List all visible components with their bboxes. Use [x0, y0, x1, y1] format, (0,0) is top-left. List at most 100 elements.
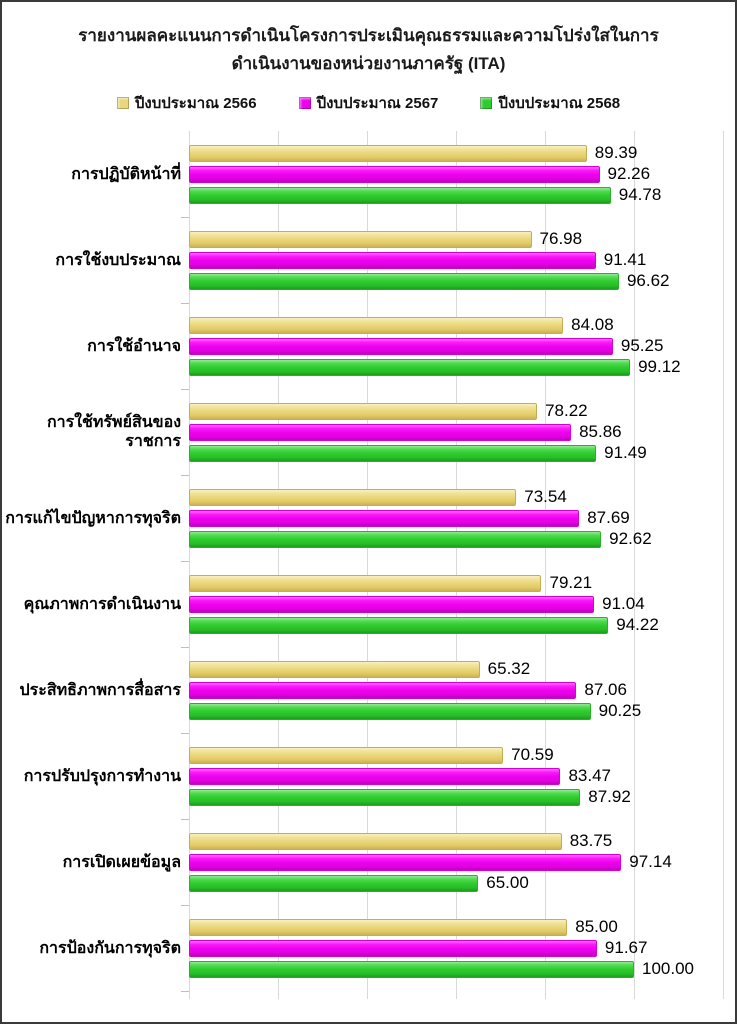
category-row: การป้องกันการทุจริต 85.00 91.67 100.00 — [2, 905, 735, 993]
legend-label: ปีงบประมาณ 2566 — [134, 95, 257, 113]
legend-item-2: ปีงบประมาณ 2567 — [298, 91, 439, 115]
bar-ปีงบประมาณ 2566-การปฏิบัติหน้าที่: 89.39 — [189, 143, 637, 162]
bar-value-label: 90.25 — [598, 701, 642, 721]
bar-ปีงบประมาณ 2567-การปรับปรุงการทำงาน: 83.47 — [189, 766, 611, 785]
bar-value-label: 76.98 — [539, 229, 583, 249]
bar-ปีงบประมาณ 2568-การเปิดเผยข้อมูล: 65.00 — [189, 873, 529, 892]
category-bars: 85.00 91.67 100.00 — [189, 917, 723, 978]
bar-value-label: 92.26 — [607, 164, 651, 184]
category-row: การใช้งบประมาณ 76.98 91.41 96.62 — [2, 217, 735, 305]
category-label: ประสิทธิภาพการสื่อสาร — [19, 681, 181, 699]
category-row: การปรับปรุงการทำงาน 70.59 83.47 87.92 — [2, 733, 735, 821]
bar-value-label: 73.54 — [524, 487, 567, 507]
bar-value-label: 65.00 — [486, 873, 529, 893]
legend-item-3: ปีงบประมาณ 2568 — [480, 91, 620, 115]
category-label: การป้องกันการทุจริต — [39, 939, 181, 957]
category-label: การแก้ไขปัญหาการทุจริต — [5, 509, 181, 527]
bar-ปีงบประมาณ 2568-การแก้ไขปัญหาการทุจริต: 92.62 — [189, 529, 652, 548]
bar-value-label: 84.08 — [571, 315, 614, 335]
bar-ปีงบประมาณ 2567-ประสิทธิภาพการสื่อสาร: 87.06 — [189, 680, 627, 699]
bar-value-label: 94.78 — [618, 185, 662, 205]
bar-ปีงบประมาณ 2566-ประสิทธิภาพการสื่อสาร: 65.32 — [189, 659, 530, 678]
bar-value-label: 100.00 — [642, 959, 694, 979]
bar-value-label: 92.62 — [609, 529, 652, 549]
bar-value-label: 87.92 — [588, 787, 631, 807]
bar-value-label: 89.39 — [594, 143, 638, 163]
category-label: การใช้ทรัพย์สินของราชการ — [46, 413, 181, 451]
chart-title: รายงานผลคะแนนการดำเนินโครงการประเมินคุณธ… — [2, 22, 735, 78]
chart-rows: การปฏิบัติหน้าที่ 89.39 92.26 94.78 การใช้งบ… — [2, 131, 735, 993]
legend-label: ปีงบประมาณ 2568 — [498, 95, 621, 113]
bar-value-label: 87.06 — [584, 680, 627, 700]
legend-swatch-icon — [298, 97, 311, 110]
bar-value-label: 91.41 — [603, 250, 647, 270]
chart-title-line-2: ดำเนินงานของหน่วยงานภาครัฐ (ITA) — [231, 54, 506, 74]
category-row: การเปิดเผยข้อมูล 83.75 97.14 65.00 — [2, 819, 735, 907]
bar-ปีงบประมาณ 2568-การป้องกันการทุจริต: 100.00 — [189, 959, 694, 978]
legend: ปีงบประมาณ 2566 ปีงบประมาณ 2567 ปีงบประมาณ… — [2, 91, 735, 115]
bar-value-label: 70.59 — [511, 745, 554, 765]
category-bars: 78.22 85.86 91.49 — [189, 401, 723, 462]
category-row: การใช้อำนาจ 84.08 95.25 99.12 — [2, 303, 735, 391]
category-bars: 89.39 92.26 94.78 — [189, 143, 723, 204]
bar-ปีงบประมาณ 2566-การใช้ทรัพย์สินของราชการ: 78.22 — [189, 401, 588, 420]
bar-ปีงบประมาณ 2568-การใช้ทรัพย์สินของราชการ: 91.49 — [189, 443, 647, 462]
bar-value-label: 91.67 — [604, 938, 648, 958]
category-label: การปฏิบัติหน้าที่ — [71, 165, 181, 183]
category-label: การปรับปรุงการทำงาน — [23, 767, 181, 785]
bar-ปีงบประมาณ 2568-คุณภาพการดำเนินงาน: 94.22 — [189, 615, 659, 634]
bar-ปีงบประมาณ 2566-คุณภาพการดำเนินงาน: 79.21 — [189, 573, 592, 592]
category-label: การใช้อำนาจ — [87, 337, 181, 355]
category-label: การเปิดเผยข้อมูล — [62, 853, 181, 871]
bar-value-label: 91.49 — [604, 443, 647, 463]
bar-value-label: 91.04 — [602, 594, 645, 614]
bar-value-label: 79.21 — [549, 573, 593, 593]
bar-value-label: 95.25 — [620, 336, 664, 356]
bar-value-label: 94.22 — [616, 615, 659, 635]
category-bars: 76.98 91.41 96.62 — [189, 229, 723, 290]
category-bars: 73.54 87.69 92.62 — [189, 487, 723, 548]
category-bars: 84.08 95.25 99.12 — [189, 315, 723, 376]
category-row: การแก้ไขปัญหาการทุจริต 73.54 87.69 92.62 — [2, 475, 735, 563]
bar-ปีงบประมาณ 2567-การแก้ไขปัญหาการทุจริต: 87.69 — [189, 508, 630, 527]
category-row: ประสิทธิภาพการสื่อสาร 65.32 87.06 90.25 — [2, 647, 735, 735]
bar-ปีงบประมาณ 2568-ประสิทธิภาพการสื่อสาร: 90.25 — [189, 701, 641, 720]
bar-value-label: 85.86 — [579, 422, 622, 442]
bar-value-label: 87.69 — [587, 508, 630, 528]
bar-ปีงบประมาณ 2566-การแก้ไขปัญหาการทุจริต: 73.54 — [189, 487, 567, 506]
bar-value-label: 85.00 — [575, 917, 618, 937]
legend-label: ปีงบประมาณ 2567 — [316, 95, 439, 113]
bar-ปีงบประมาณ 2568-การใช้งบประมาณ: 96.62 — [189, 271, 670, 290]
category-row: การปฏิบัติหน้าที่ 89.39 92.26 94.78 — [2, 131, 735, 219]
category-bars: 70.59 83.47 87.92 — [189, 745, 723, 806]
bar-ปีงบประมาณ 2567-การปฏิบัติหน้าที่: 92.26 — [189, 164, 650, 183]
bar-ปีงบประมาณ 2568-การปฏิบัติหน้าที่: 94.78 — [189, 185, 661, 204]
bar-value-label: 78.22 — [545, 401, 588, 421]
category-row: คุณภาพการดำเนินงาน 79.21 91.04 94.22 — [2, 561, 735, 649]
bar-ปีงบประมาณ 2568-การปรับปรุงการทำงาน: 87.92 — [189, 787, 631, 806]
bar-ปีงบประมาณ 2567-การใช้ทรัพย์สินของราชการ: 85.86 — [189, 422, 622, 441]
chart-title-line-1: รายงานผลคะแนนการดำเนินโครงการประเมินคุณธ… — [78, 26, 659, 45]
category-row: การใช้ทรัพย์สินของราชการ 78.22 85.86 91.49 — [2, 389, 735, 477]
bar-value-label: 65.32 — [487, 659, 531, 679]
bar-ปีงบประมาณ 2568-การใช้อำนาจ: 99.12 — [189, 357, 681, 376]
bar-ปีงบประมาณ 2566-การป้องกันการทุจริต: 85.00 — [189, 917, 618, 936]
legend-item-1: ปีงบประมาณ 2566 — [116, 91, 257, 115]
bar-ปีงบประมาณ 2567-คุณภาพการดำเนินงาน: 91.04 — [189, 594, 645, 613]
bar-ปีงบประมาณ 2567-การใช้อำนาจ: 95.25 — [189, 336, 663, 355]
bar-value-label: 99.12 — [638, 357, 681, 377]
category-label: คุณภาพการดำเนินงาน — [23, 595, 181, 613]
category-bars: 79.21 91.04 94.22 — [189, 573, 723, 634]
bar-ปีงบประมาณ 2566-การใช้อำนาจ: 84.08 — [189, 315, 614, 334]
category-bars: 65.32 87.06 90.25 — [189, 659, 723, 720]
bar-chart: การปฏิบัติหน้าที่ 89.39 92.26 94.78 การใช้งบ… — [2, 131, 735, 1000]
bar-ปีงบประมาณ 2566-การปรับปรุงการทำงาน: 70.59 — [189, 745, 554, 764]
category-bars: 83.75 97.14 65.00 — [189, 831, 723, 892]
legend-swatch-icon — [480, 97, 493, 110]
bar-ปีงบประมาณ 2566-การใช้งบประมาณ: 76.98 — [189, 229, 582, 248]
category-label: การใช้งบประมาณ — [55, 251, 181, 269]
bar-ปีงบประมาณ 2567-การป้องกันการทุจริต: 91.67 — [189, 938, 647, 957]
legend-swatch-icon — [116, 97, 129, 110]
bar-value-label: 97.14 — [629, 852, 672, 872]
